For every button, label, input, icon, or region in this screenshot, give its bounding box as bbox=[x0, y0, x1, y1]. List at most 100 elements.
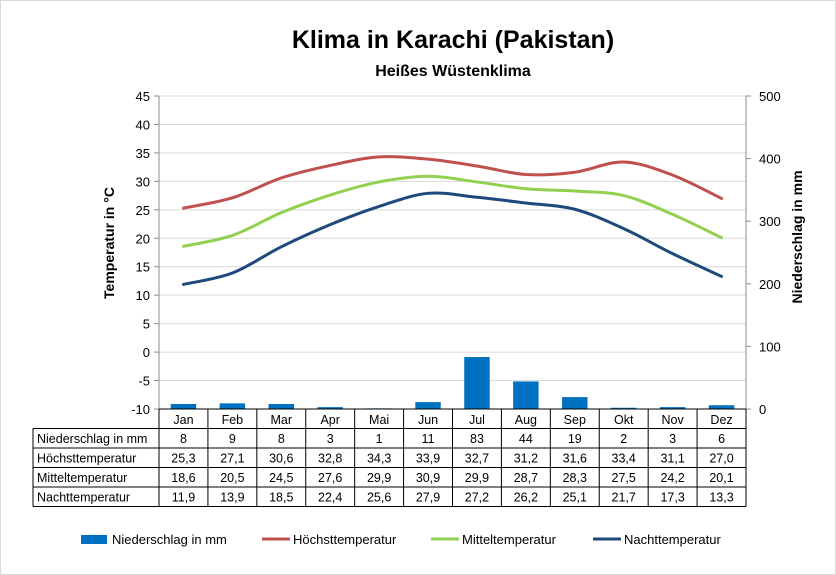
legend-label: Höchsttemperatur bbox=[293, 532, 397, 547]
table-cell: 27,2 bbox=[465, 490, 489, 504]
table-cell: 3 bbox=[669, 432, 676, 446]
y2-tick-label: 100 bbox=[759, 339, 781, 354]
table-cell: 30,9 bbox=[416, 471, 440, 485]
chart-subtitle: Heißes Wüstenklima bbox=[375, 63, 531, 80]
table-cell: 11 bbox=[422, 432, 435, 446]
data-table: Jan Feb Mar Apr Mai Jun Jul Aug Sep Okt Nov Dez Nied… bbox=[32, 408, 747, 507]
y-tick-label: 15 bbox=[136, 260, 150, 275]
category-label: Mar bbox=[271, 413, 293, 427]
y-tick-label: 10 bbox=[136, 288, 150, 303]
table-cell: 20,5 bbox=[220, 471, 244, 485]
table-cell: 13,9 bbox=[220, 490, 244, 504]
table-cell: 20,1 bbox=[709, 471, 733, 485]
precipitation-bar bbox=[464, 357, 490, 409]
legend-label: Nachttemperatur bbox=[624, 532, 721, 547]
table-cell: 32,8 bbox=[318, 451, 342, 465]
table-cell: 33,4 bbox=[612, 451, 636, 465]
table-cell: 13,3 bbox=[709, 490, 733, 504]
table-cell: 17,3 bbox=[660, 490, 684, 504]
legend-label: Niederschlag in mm bbox=[112, 532, 227, 547]
table-cell: 29,9 bbox=[465, 471, 489, 485]
y-axis-ticks: 45 40 35 30 25 20 15 10 5 0 -5 -10 bbox=[131, 89, 150, 417]
precipitation-bar bbox=[415, 402, 441, 409]
y-tick-label: 25 bbox=[136, 203, 150, 218]
legend-label: Mitteltemperatur bbox=[462, 532, 557, 547]
precipitation-bar bbox=[513, 381, 539, 409]
precipitation-bar bbox=[317, 407, 343, 409]
table-cell: 18,6 bbox=[171, 471, 195, 485]
table-cell: 18,5 bbox=[269, 490, 293, 504]
y-tick-label: -10 bbox=[131, 402, 150, 417]
table-cell: 8 bbox=[180, 432, 187, 446]
table-cell: 32,7 bbox=[465, 451, 489, 465]
category-label: Feb bbox=[222, 413, 244, 427]
table-cell: 25,1 bbox=[563, 490, 587, 504]
series-line-nachttemperatur bbox=[181, 191, 724, 286]
table-cell: 19 bbox=[568, 432, 582, 446]
y-tick-label: 0 bbox=[143, 345, 150, 360]
table-cell: 27,6 bbox=[318, 471, 342, 485]
y-tick-label: 40 bbox=[136, 117, 150, 132]
table-cell: 27,5 bbox=[612, 471, 636, 485]
table-cell: 34,3 bbox=[367, 451, 391, 465]
table-cell: 24,5 bbox=[269, 471, 293, 485]
table-cell: 30,6 bbox=[269, 451, 293, 465]
table-cell: 28,3 bbox=[563, 471, 587, 485]
precipitation-bars bbox=[170, 357, 735, 409]
precipitation-bar bbox=[708, 405, 735, 409]
table-cell: 27,1 bbox=[220, 451, 244, 465]
legend-swatch-bar bbox=[81, 535, 107, 544]
precipitation-bar bbox=[170, 403, 197, 409]
category-label: Aug bbox=[515, 413, 537, 427]
table-cell: 33,9 bbox=[416, 451, 440, 465]
table-cell: 27,0 bbox=[709, 451, 733, 465]
category-label: Sep bbox=[564, 413, 586, 427]
table-cell: 27,9 bbox=[416, 490, 440, 504]
gridlines bbox=[159, 95, 746, 410]
y-axis-title: Temperatur in °C bbox=[101, 187, 117, 299]
y2-tick-label: 200 bbox=[759, 277, 781, 292]
table-cell: 22,4 bbox=[318, 490, 342, 504]
table-cell: 11,9 bbox=[172, 490, 195, 504]
y2-tick-label: 400 bbox=[759, 152, 781, 167]
y-tick-label: 35 bbox=[136, 146, 150, 161]
table-cell: 31,1 bbox=[660, 451, 684, 465]
category-label: Jan bbox=[173, 413, 193, 427]
legend: Niederschlag in mm Höchsttemperatur Mittel… bbox=[81, 532, 721, 547]
table-cell: 26,2 bbox=[514, 490, 538, 504]
precipitation-bar bbox=[610, 407, 637, 409]
y2-tick-label: 500 bbox=[759, 89, 781, 104]
table-cell: 29,9 bbox=[367, 471, 391, 485]
category-label: Mai bbox=[369, 413, 389, 427]
chart-title: Klima in Karachi (Pakistan) bbox=[292, 26, 614, 54]
table-cell: 83 bbox=[470, 432, 484, 446]
table-cell: 25,3 bbox=[171, 451, 195, 465]
table-row-label: Mitteltemperatur bbox=[37, 471, 127, 485]
table-row-label: Höchsttemperatur bbox=[37, 451, 136, 465]
category-label: Jun bbox=[418, 413, 438, 427]
table-cell: 6 bbox=[718, 432, 725, 446]
precipitation-bar bbox=[659, 407, 686, 409]
table-cell: 31,6 bbox=[563, 451, 587, 465]
table-row-label: Niederschlag in mm bbox=[37, 432, 147, 446]
y-tick-label: 5 bbox=[143, 317, 150, 332]
y-tick-label: -5 bbox=[138, 374, 150, 389]
category-label: Okt bbox=[614, 413, 634, 427]
category-label: Dez bbox=[710, 413, 732, 427]
series-line-höchsttemperatur bbox=[181, 155, 724, 210]
table-cell: 2 bbox=[620, 432, 627, 446]
y-tick-label: 20 bbox=[136, 231, 150, 246]
temperature-lines bbox=[181, 155, 724, 286]
y2-tick-label: 300 bbox=[759, 214, 781, 229]
table-cell: 25,6 bbox=[367, 490, 391, 504]
series-line-mitteltemperatur bbox=[181, 174, 724, 248]
table-cell: 31,2 bbox=[514, 451, 538, 465]
table-cell: 21,7 bbox=[612, 490, 636, 504]
axes bbox=[154, 95, 751, 410]
table-row-label: Nachttemperatur bbox=[37, 490, 130, 504]
y2-axis-title: Niederschlag in mm bbox=[789, 170, 805, 303]
precipitation-bar bbox=[219, 403, 246, 409]
category-label: Apr bbox=[320, 413, 339, 427]
precipitation-bar bbox=[562, 397, 588, 409]
